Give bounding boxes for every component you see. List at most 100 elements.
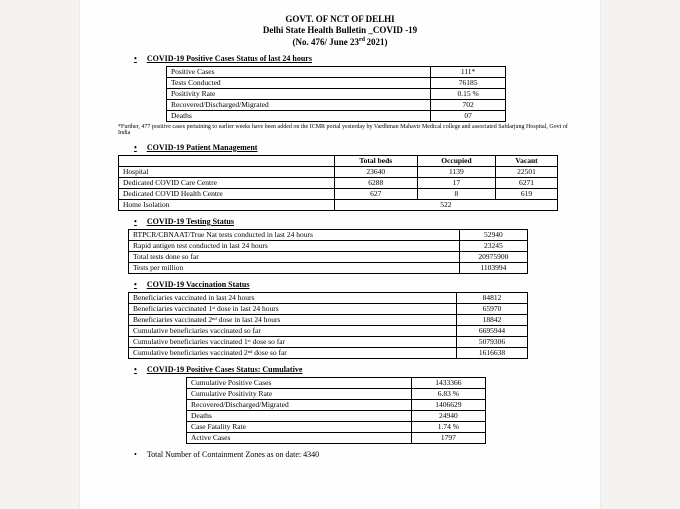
cell-value: 23245: [459, 240, 527, 251]
cell-label: Beneficiaries vaccinated in last 24 hour…: [129, 292, 457, 303]
table-row: Dedicated COVID Health Centre6278619: [119, 188, 558, 199]
table-row: Positivity Rate0.15 %: [167, 88, 506, 99]
header-line-1: GOVT. OF NCT OF DELHI: [106, 14, 574, 25]
table-row: Recovered/Discharged/Migrated1406629: [187, 399, 486, 410]
cell-label: Case Fatality Rate: [187, 421, 412, 432]
table-row: Tests Conducted76185: [167, 77, 506, 88]
cell-label: Hospital: [119, 166, 335, 177]
table-row: Cumulative Positivity Rate6.83 %: [187, 388, 486, 399]
col-header: [119, 155, 335, 166]
cell-label: RTPCR/CBNAAT/True Nat tests conducted in…: [129, 229, 460, 240]
table-row: Dedicated COVID Care Centre6288176271: [119, 177, 558, 188]
cell-label: Recovered/Discharged/Migrated: [167, 99, 431, 110]
cell-value: 1103994: [459, 262, 527, 273]
table-row: Cumulative beneficiaries vaccinated 2ⁿᵈ …: [129, 347, 528, 358]
cell-value: 84812: [456, 292, 527, 303]
table-row: Hospital23640113922501: [119, 166, 558, 177]
cell-label: Dedicated COVID Health Centre: [119, 188, 335, 199]
cell-label: Deaths: [187, 410, 412, 421]
cell-value: 23640: [334, 166, 417, 177]
col-header: Total beds: [334, 155, 417, 166]
table-cumulative: Cumulative Positive Cases1433366Cumulati…: [186, 377, 486, 444]
table-row: Beneficiaries vaccinated 1ˢᵗ dose in las…: [129, 303, 528, 314]
cell-label: Cumulative beneficiaries vaccinated 1ˢᵗ …: [129, 336, 457, 347]
section-title-cumulative: COVID-19 Positive Cases Status: Cumulati…: [134, 365, 574, 375]
cell-value: 5079306: [456, 336, 527, 347]
section-title-patient-mgmt: COVID-19 Patient Management: [134, 143, 574, 153]
cell-value: 1616638: [456, 347, 527, 358]
cell-value: 52940: [459, 229, 527, 240]
table-row: Deaths07: [167, 110, 506, 121]
cell-value: 18842: [456, 314, 527, 325]
home-isolation-value: 522: [334, 199, 557, 210]
section-title-24h: COVID-19 Positive Cases Status of last 2…: [134, 54, 574, 64]
cell-value: 1797: [411, 432, 485, 443]
cell-label: Cumulative Positive Cases: [187, 377, 412, 388]
table-row: Rapid antigen test conducted in last 24 …: [129, 240, 528, 251]
col-header: Occupied: [417, 155, 495, 166]
table-row: Recovered/Discharged/Migrated702: [167, 99, 506, 110]
cell-label: Positivity Rate: [167, 88, 431, 99]
header-line-2: Delhi State Health Bulletin _COVID -19: [106, 25, 574, 36]
cell-value: 619: [496, 188, 558, 199]
cell-label: Cumulative Positivity Rate: [187, 388, 412, 399]
cell-label: Beneficiaries vaccinated 1ˢᵗ dose in las…: [129, 303, 457, 314]
table-vaccination: Beneficiaries vaccinated in last 24 hour…: [128, 292, 528, 359]
cell-value: 20975900: [459, 251, 527, 262]
bulletin-page: GOVT. OF NCT OF DELHI Delhi State Health…: [80, 0, 600, 509]
section-title-vaccination: COVID-19 Vaccination Status: [134, 280, 574, 290]
home-isolation-label: Home Isolation: [119, 199, 335, 210]
table-row: RTPCR/CBNAAT/True Nat tests conducted in…: [129, 229, 528, 240]
cell-value: 1406629: [411, 399, 485, 410]
cell-value: 65970: [456, 303, 527, 314]
cell-label: Positive Cases: [167, 66, 431, 77]
cell-label: Active Cases: [187, 432, 412, 443]
containment-zones-line: Total Number of Containment Zones as on …: [134, 450, 574, 460]
cell-value: 76185: [431, 77, 506, 88]
bulletin-header: GOVT. OF NCT OF DELHI Delhi State Health…: [106, 14, 574, 48]
table-row: Cumulative beneficiaries vaccinated so f…: [129, 325, 528, 336]
table-row: Case Fatality Rate1.74 %: [187, 421, 486, 432]
table-row: Cumulative Positive Cases1433366: [187, 377, 486, 388]
cell-value: 111*: [431, 66, 506, 77]
cell-label: Total tests done so far: [129, 251, 460, 262]
cell-label: Cumulative beneficiaries vaccinated so f…: [129, 325, 457, 336]
table-row: Beneficiaries vaccinated in last 24 hour…: [129, 292, 528, 303]
cell-value: 6288: [334, 177, 417, 188]
table-row: Total tests done so far20975900: [129, 251, 528, 262]
cell-label: Deaths: [167, 110, 431, 121]
cell-value: 07: [431, 110, 506, 121]
cell-value: 1433366: [411, 377, 485, 388]
cell-label: Dedicated COVID Care Centre: [119, 177, 335, 188]
cell-value: 17: [417, 177, 495, 188]
cell-value: 1.74 %: [411, 421, 485, 432]
table-row: Tests per million1103994: [129, 262, 528, 273]
footnote-24h: *Further, 477 positive cases pertaining …: [118, 124, 574, 137]
table-row: Deaths24940: [187, 410, 486, 421]
cell-value: 8: [417, 188, 495, 199]
section-title-testing: COVID-19 Testing Status: [134, 217, 574, 227]
cell-value: 627: [334, 188, 417, 199]
cell-value: 6271: [496, 177, 558, 188]
header-line-3: (No. 476/ June 23rd 2021): [106, 37, 574, 48]
table-row: Beneficiaries vaccinated 2ⁿᵈ dose in las…: [129, 314, 528, 325]
cell-value: 1139: [417, 166, 495, 177]
table-row: Active Cases1797: [187, 432, 486, 443]
cell-value: 702: [431, 99, 506, 110]
cell-value: 6695944: [456, 325, 527, 336]
cell-value: 24940: [411, 410, 485, 421]
cell-value: 6.83 %: [411, 388, 485, 399]
cell-label: Tests Conducted: [167, 77, 431, 88]
table-row: Positive Cases111*: [167, 66, 506, 77]
cell-label: Beneficiaries vaccinated 2ⁿᵈ dose in las…: [129, 314, 457, 325]
cell-label: Rapid antigen test conducted in last 24 …: [129, 240, 460, 251]
cell-label: Cumulative beneficiaries vaccinated 2ⁿᵈ …: [129, 347, 457, 358]
table-24h-status: Positive Cases111*Tests Conducted76185Po…: [166, 66, 506, 122]
cell-value: 0.15 %: [431, 88, 506, 99]
table-patient-mgmt: Total bedsOccupiedVacant Hospital2364011…: [118, 155, 558, 211]
table-row: Cumulative beneficiaries vaccinated 1ˢᵗ …: [129, 336, 528, 347]
cell-label: Tests per million: [129, 262, 460, 273]
cell-value: 22501: [496, 166, 558, 177]
cell-label: Recovered/Discharged/Migrated: [187, 399, 412, 410]
table-testing: RTPCR/CBNAAT/True Nat tests conducted in…: [128, 229, 528, 274]
